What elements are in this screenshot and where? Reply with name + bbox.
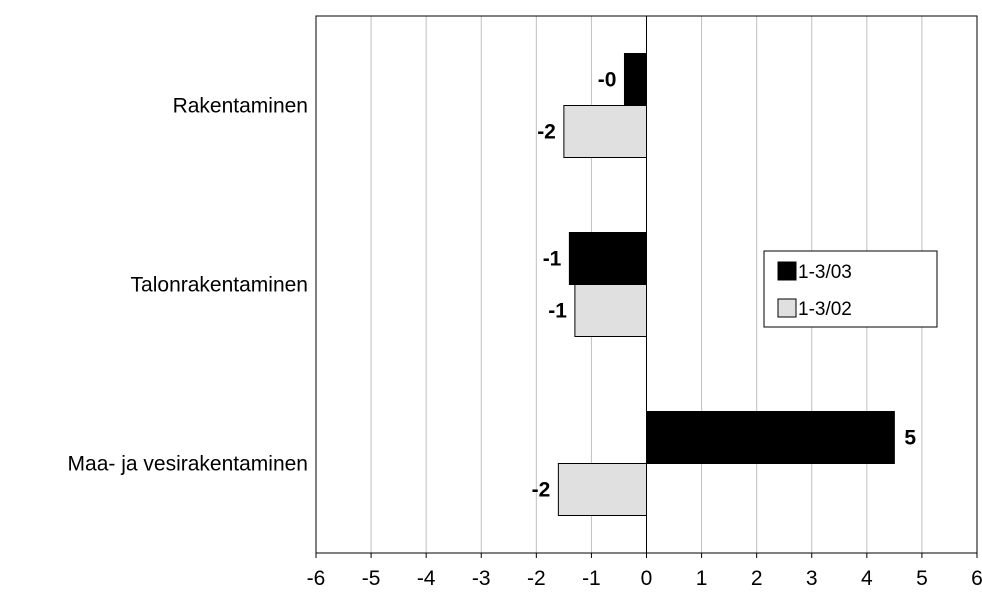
legend-swatch [777,261,797,281]
bar [623,53,648,106]
bar [557,463,647,516]
data-label: -2 [532,479,551,502]
bars [557,53,895,516]
data-label: -1 [548,300,567,323]
x-tick-label: -3 [472,567,491,590]
x-tick-label: -2 [527,567,546,590]
legend-label: 1-3/02 [798,299,852,320]
category-label: Talonrakentaminen [131,274,308,297]
x-tick-label: -4 [417,567,436,590]
x-tick-label: -1 [582,567,601,590]
bar [574,284,647,337]
labels: -0 -2 Rakentaminen -1 -1 Talonrakentaminen 5 -2… [68,69,917,502]
legend-swatch [777,298,797,318]
category-label: Maa- ja vesirakentaminen [68,453,308,476]
data-label: -0 [598,69,617,92]
x-tick-label: 0 [641,567,653,590]
x-tick-label: 5 [916,567,928,590]
x-tick-label: 6 [971,567,982,590]
legend-label: 1-3/03 [798,262,852,283]
data-label: -1 [543,248,562,271]
bar [563,105,647,158]
x-tick-label: -5 [362,567,381,590]
x-tick-label: 4 [861,567,873,590]
bar [646,411,895,464]
x-tick-label: -6 [307,567,326,590]
bar [568,232,648,285]
category-label: Rakentaminen [173,95,308,118]
data-label: -2 [537,121,556,144]
x-tick-label: 3 [806,567,818,590]
x-tick-label: 1 [696,567,708,590]
legend: 1-3/03 1-3/02 [763,250,938,328]
x-tick-label: 2 [751,567,763,590]
axes: -6 -5 -4 -3 -2 -1 0 1 2 3 4 5 6 [307,15,982,590]
data-label: 5 [904,427,916,450]
